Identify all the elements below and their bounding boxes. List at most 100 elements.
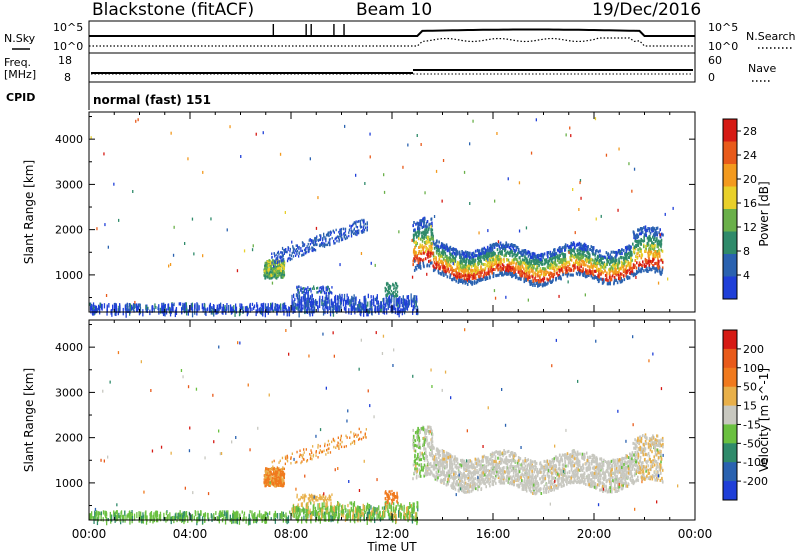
data-cell [555, 252, 558, 256]
data-cell [496, 264, 499, 268]
data-cell [201, 303, 203, 310]
data-cell [570, 134, 572, 138]
data-cell [286, 250, 288, 254]
data-cell [425, 240, 428, 244]
data-cell [564, 245, 566, 249]
data-cell [354, 307, 356, 315]
data-cell [344, 230, 347, 233]
data-cell [526, 271, 528, 275]
data-cell [270, 277, 273, 280]
data-cell [374, 507, 376, 513]
data-cell [311, 239, 313, 242]
data-cell [471, 271, 473, 275]
data-cell [562, 257, 565, 261]
data-cell [319, 517, 321, 521]
data-cell [330, 233, 332, 236]
data-cell [501, 273, 503, 277]
data-cell [607, 279, 609, 283]
data-cell [535, 279, 538, 282]
data-cell [264, 309, 266, 318]
data-cell [185, 511, 187, 517]
data-cell [546, 253, 549, 257]
data-cell [502, 246, 505, 250]
data-cell [550, 255, 552, 259]
data-cell [537, 274, 539, 278]
data-cell [193, 304, 196, 311]
data-cell [546, 277, 548, 281]
data-cell [306, 245, 308, 248]
data-cell [196, 303, 199, 310]
data-cell [612, 263, 614, 267]
data-cell [275, 274, 278, 277]
data-cell [257, 513, 259, 518]
data-cell [236, 510, 238, 516]
data-cell [276, 271, 279, 275]
data-cell [457, 261, 460, 265]
data-cell [654, 236, 656, 240]
data-cell [407, 143, 409, 147]
data-cell [452, 248, 454, 252]
data-cell [446, 269, 448, 273]
data-cell [524, 265, 527, 269]
data-cell [643, 263, 646, 267]
data-cell [309, 514, 312, 519]
data-cell [406, 511, 408, 518]
data-cell [600, 271, 602, 275]
data-cell [277, 255, 279, 258]
data-cell [633, 266, 635, 269]
data-cell [285, 512, 287, 518]
data-cell [341, 233, 343, 237]
data-cell [519, 262, 521, 266]
data-cell [485, 253, 488, 257]
data-cell [466, 254, 469, 258]
data-cell [352, 511, 354, 518]
data-cell [283, 260, 285, 263]
data-cell [424, 241, 426, 244]
data-cell [491, 271, 493, 275]
data-cell [437, 269, 440, 273]
data-cell [366, 229, 368, 232]
nsky-trace [89, 28, 695, 37]
data-cell [213, 513, 215, 520]
data-cell [363, 219, 365, 223]
data-cell [614, 250, 616, 254]
data-cell [230, 308, 232, 313]
data-cell [499, 252, 502, 255]
data-cell [309, 301, 312, 306]
data-cell [133, 309, 135, 313]
data-cell [424, 230, 426, 234]
data-cell [191, 302, 193, 308]
data-cell [579, 179, 582, 182]
data-cell [334, 237, 336, 241]
data-cell [399, 504, 401, 510]
data-cell [315, 509, 318, 515]
data-cell [309, 510, 311, 518]
data-cell [564, 267, 567, 271]
data-cell [243, 249, 246, 253]
data-cell [279, 255, 281, 258]
data-cell [280, 513, 282, 519]
data-cell [658, 252, 661, 256]
data-cell [426, 225, 428, 229]
data-cell [463, 274, 466, 278]
data-cell [433, 242, 436, 246]
data-cell [376, 514, 378, 521]
data-cell [297, 503, 299, 507]
data-cell [397, 284, 399, 288]
data-cell [298, 309, 300, 318]
data-cell [449, 276, 451, 280]
data-cell [653, 246, 656, 250]
data-cell [334, 296, 336, 301]
data-cell [549, 279, 551, 283]
data-cell [631, 270, 634, 274]
data-cell [320, 235, 322, 239]
data-cell [368, 514, 371, 522]
data-cell [632, 242, 634, 246]
data-cell [321, 241, 323, 245]
data-cell [512, 246, 515, 250]
data-cell [169, 512, 171, 521]
data-cell [518, 229, 521, 233]
data-cell [586, 250, 589, 254]
data-cell [468, 252, 470, 255]
data-cell [605, 153, 608, 157]
